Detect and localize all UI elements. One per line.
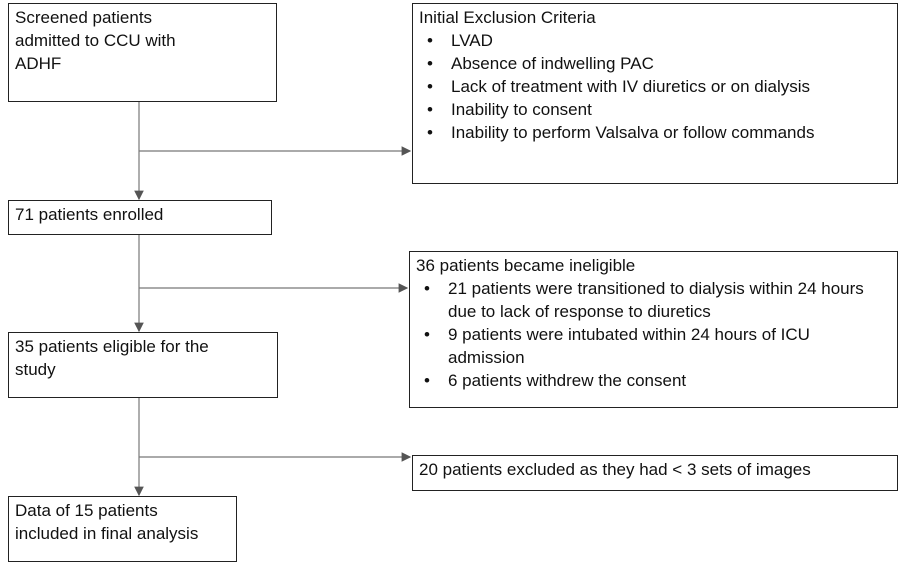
exclusion-item: Inability to consent (419, 98, 891, 121)
exclusion-item: 6 patients withdrew the consent (416, 369, 891, 392)
step-box: Data of 15 patients included in final ana… (8, 496, 237, 562)
exclusion-title: Initial Exclusion Criteria (419, 8, 596, 27)
step-text: study (15, 360, 56, 379)
step-text: Data of 15 patients (15, 501, 158, 520)
step-text: admitted to CCU with (15, 31, 176, 50)
exclusion-list: LVADAbsence of indwelling PACLack of tre… (419, 29, 891, 144)
exclusion-title: 20 patients excluded as they had < 3 set… (419, 460, 811, 479)
exclusion-item: Absence of indwelling PAC (419, 52, 891, 75)
step-text: Screened patients (15, 8, 153, 27)
step-text: 71 patients enrolled (15, 205, 164, 224)
step-text: included in final analysis (15, 524, 199, 543)
step-box: Screened patients admitted to CCU with ADH… (8, 3, 277, 102)
exclusion-item: 21 patients were transitioned to dialysi… (416, 277, 891, 323)
exclusion-item: Lack of treatment with IV diuretics or o… (419, 75, 891, 98)
exclusion-box: 20 patients excluded as they had < 3 set… (412, 455, 898, 491)
exclusion-list: 21 patients were transitioned to dialysi… (416, 277, 891, 392)
step-box: 35 patients eligible for the study (8, 332, 278, 398)
exclusion-box: 36 patients became ineligible 21 patients… (409, 251, 898, 408)
exclusion-item: LVAD (419, 29, 891, 52)
exclusion-box: Initial Exclusion Criteria LVADAbsence of… (412, 3, 898, 184)
exclusion-item: 9 patients were intubated within 24 hour… (416, 323, 891, 369)
step-box: 71 patients enrolled (8, 200, 272, 235)
step-text: ADHF (15, 54, 62, 73)
step-text: 35 patients eligible for the (15, 337, 209, 356)
exclusion-item: Inability to perform Valsalva or follow … (419, 121, 891, 144)
exclusion-title: 36 patients became ineligible (416, 256, 636, 275)
